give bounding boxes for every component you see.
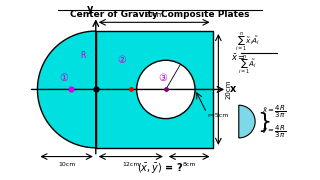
Text: ①: ① xyxy=(59,73,68,83)
Text: 20cm: 20cm xyxy=(144,12,164,18)
Text: $\bar{x} = \dfrac{4R}{3\pi}$: $\bar{x} = \dfrac{4R}{3\pi}$ xyxy=(262,103,286,120)
Text: ②: ② xyxy=(118,55,126,65)
Text: y: y xyxy=(87,4,93,13)
Text: $\sum_{i=1}^{n} \tilde{A}_i$: $\sum_{i=1}^{n} \tilde{A}_i$ xyxy=(238,54,257,76)
Text: Center of Gravity Composite Plates: Center of Gravity Composite Plates xyxy=(70,10,250,19)
Text: $\sum_{i=1}^{n} \tilde{x}_i \tilde{A}_i$: $\sum_{i=1}^{n} \tilde{x}_i \tilde{A}_i$ xyxy=(235,30,260,53)
Circle shape xyxy=(137,60,195,119)
Text: }: } xyxy=(257,112,271,132)
Text: R: R xyxy=(80,51,86,60)
Text: x: x xyxy=(230,84,236,95)
Text: 8cm: 8cm xyxy=(182,162,196,167)
Polygon shape xyxy=(239,105,255,138)
Polygon shape xyxy=(37,31,96,148)
Text: 20cm: 20cm xyxy=(225,80,231,99)
Bar xyxy=(96,31,212,148)
Text: ③: ③ xyxy=(158,73,167,83)
Text: $\bar{y} = \dfrac{4R}{3\pi}$: $\bar{y} = \dfrac{4R}{3\pi}$ xyxy=(262,123,286,140)
Text: 12cm: 12cm xyxy=(122,162,140,167)
Text: r=5cm: r=5cm xyxy=(208,113,229,118)
Text: $\bar{x}=$: $\bar{x}=$ xyxy=(231,52,246,63)
Text: $(\bar{x},\bar{y})$ = ?: $(\bar{x},\bar{y})$ = ? xyxy=(137,162,183,176)
Text: 10cm: 10cm xyxy=(58,162,75,167)
